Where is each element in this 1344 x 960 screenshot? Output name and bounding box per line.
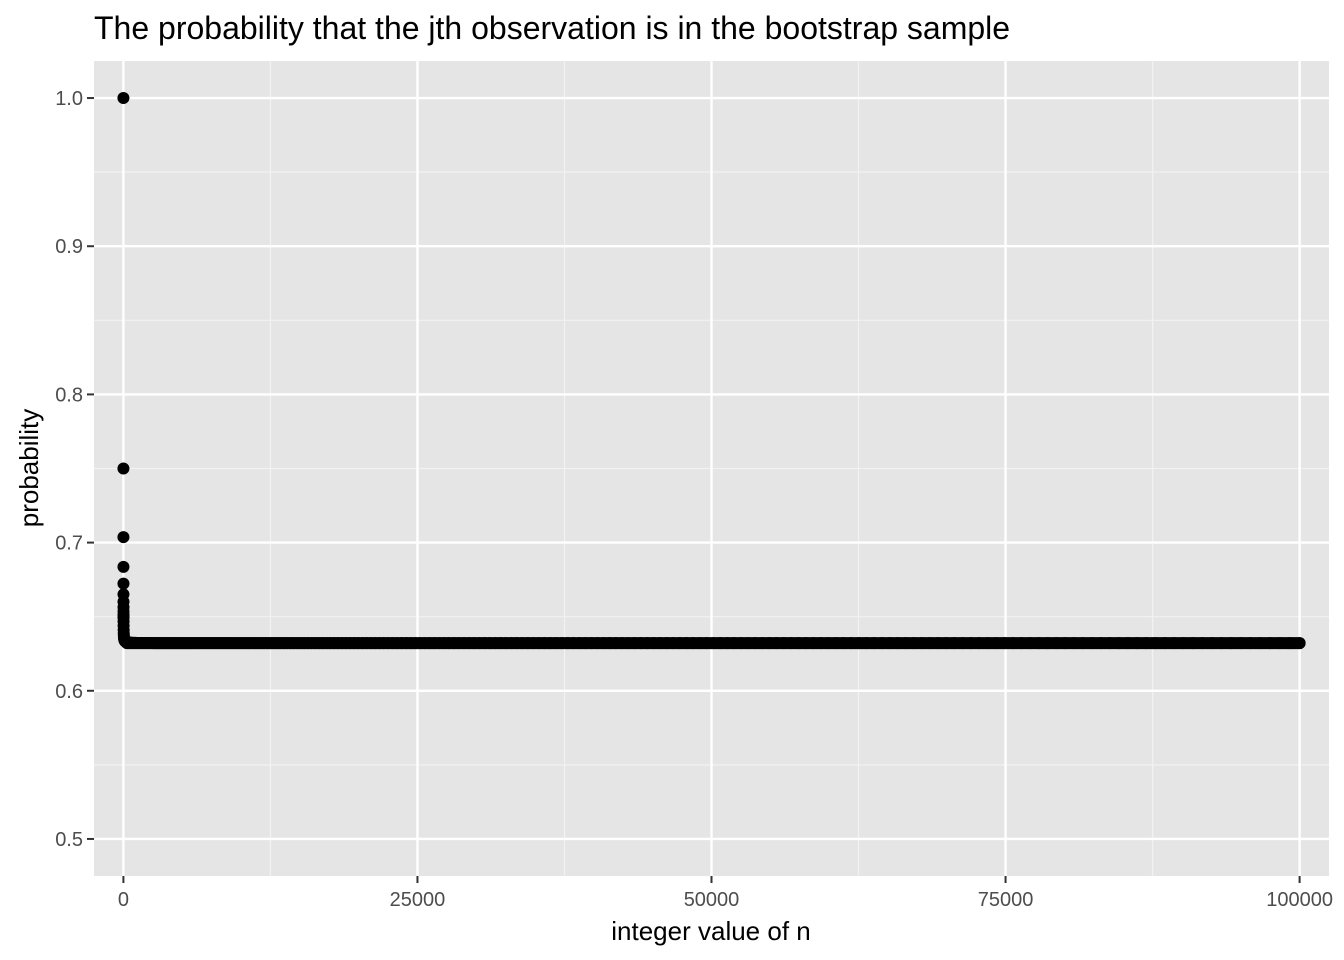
y-axis: 0.5 0.6 0.7 0.8 0.9 1.0 [55, 88, 94, 851]
y-tick-label: 1.0 [55, 88, 83, 110]
x-tick-label: 0 [118, 889, 129, 911]
x-tick-label: 100000 [1266, 889, 1333, 911]
chart-title: The probability that the jth observation… [94, 10, 1010, 46]
x-axis-title: integer value of n [611, 916, 810, 946]
data-point [117, 577, 130, 590]
data-point [117, 462, 130, 475]
y-tick-label: 0.5 [55, 829, 83, 851]
y-tick-label: 0.7 [55, 533, 83, 555]
y-axis-title: probability [14, 409, 44, 528]
data-points [117, 92, 1306, 650]
y-tick-label: 0.6 [55, 681, 83, 703]
data-point [117, 560, 130, 573]
x-tick-label: 75000 [978, 889, 1034, 911]
x-axis: 0 25000 50000 75000 100000 [118, 876, 1333, 911]
data-point [117, 531, 130, 544]
x-tick-label: 50000 [684, 889, 740, 911]
x-tick-label: 25000 [390, 889, 446, 911]
y-tick-label: 0.8 [55, 384, 83, 406]
data-point [117, 92, 130, 105]
y-tick-label: 0.9 [55, 236, 83, 258]
